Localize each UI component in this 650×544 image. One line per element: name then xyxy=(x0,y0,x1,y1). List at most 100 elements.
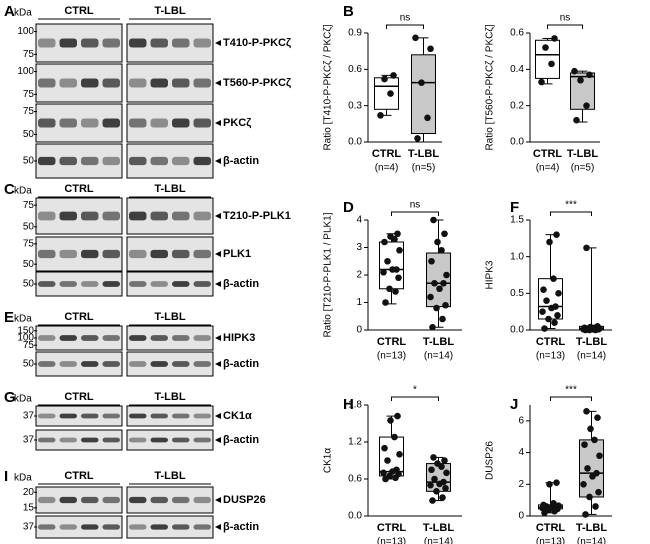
y-tick-label: 1 xyxy=(356,297,362,308)
data-point xyxy=(554,312,561,319)
sample-size: (n=4) xyxy=(375,163,399,174)
category-label: T-LBL xyxy=(576,522,607,534)
kda-marker: 75 xyxy=(23,200,35,211)
data-point xyxy=(414,135,421,142)
band xyxy=(81,496,99,504)
band xyxy=(172,437,190,443)
data-point xyxy=(551,319,558,326)
y-tick-label: 0.6 xyxy=(510,28,524,39)
kda-marker: 50 xyxy=(23,221,35,232)
kda-marker: 75 xyxy=(23,89,35,100)
band-label: DUSP26 xyxy=(223,494,266,506)
band-arrow xyxy=(215,413,221,419)
y-tick-label: 0.0 xyxy=(510,137,524,148)
data-point xyxy=(555,290,562,297)
band xyxy=(172,118,190,128)
data-point xyxy=(581,324,588,332)
y-tick-label: 1.0 xyxy=(510,251,524,262)
data-point xyxy=(384,257,391,265)
sample-size: (n=14) xyxy=(424,537,453,544)
band xyxy=(59,281,77,287)
band xyxy=(38,361,56,367)
band xyxy=(150,524,168,530)
band xyxy=(129,335,147,341)
kda-marker: 37 xyxy=(23,435,35,446)
data-point xyxy=(552,303,559,310)
band xyxy=(129,118,147,128)
y-tick-label: 0.5 xyxy=(510,288,524,299)
data-point xyxy=(577,76,584,84)
band xyxy=(81,78,99,88)
data-point xyxy=(428,257,435,265)
data-point xyxy=(550,275,557,282)
group-label: T-LBL xyxy=(154,391,185,403)
band xyxy=(193,38,211,48)
band-arrow xyxy=(215,524,221,530)
band xyxy=(172,38,190,48)
band xyxy=(150,78,168,88)
band xyxy=(172,361,190,367)
data-point xyxy=(382,299,389,306)
category-label: CTRL xyxy=(372,148,402,160)
data-point xyxy=(571,67,578,75)
band-arrow xyxy=(215,80,221,86)
band xyxy=(172,496,190,504)
data-point xyxy=(594,414,601,421)
significance-bracket xyxy=(547,24,583,29)
band xyxy=(193,211,211,221)
band xyxy=(129,413,147,419)
category-label: CTRL xyxy=(377,522,407,534)
band xyxy=(150,118,168,128)
significance-bracket xyxy=(386,24,424,29)
data-point xyxy=(548,60,555,68)
band xyxy=(129,524,147,530)
group-label: CTRL xyxy=(64,5,94,17)
data-point xyxy=(440,478,447,486)
band xyxy=(81,156,99,166)
band-arrow xyxy=(215,158,221,164)
y-tick-label: 3 xyxy=(356,242,362,253)
category-label: CTRL xyxy=(536,336,566,348)
data-point xyxy=(583,102,590,109)
data-point xyxy=(541,325,548,332)
category-label: CTRL xyxy=(377,336,407,348)
band-label: T210-P-PLK1 xyxy=(223,210,291,222)
band xyxy=(129,156,147,166)
band xyxy=(193,524,211,530)
data-point xyxy=(442,484,449,492)
data-point xyxy=(580,480,587,488)
band xyxy=(81,524,99,530)
band xyxy=(81,249,99,259)
band xyxy=(59,211,77,221)
band xyxy=(59,38,77,48)
band xyxy=(172,413,190,419)
band xyxy=(38,335,56,341)
sample-size: (n=4) xyxy=(536,163,560,174)
y-tick-label: 1.8 xyxy=(348,400,362,411)
kda-marker: 150 xyxy=(17,325,34,336)
sample-size: (n=5) xyxy=(571,163,595,174)
data-point xyxy=(587,425,594,433)
data-point xyxy=(396,451,403,458)
y-tick-label: 1.2 xyxy=(348,437,362,448)
band xyxy=(38,249,56,259)
data-point xyxy=(553,231,560,238)
band xyxy=(193,413,211,419)
sample-size: (n=13) xyxy=(536,351,565,362)
panel-letter: G xyxy=(4,389,16,406)
y-tick-label: 0.0 xyxy=(510,325,524,336)
y-tick-label: 0.9 xyxy=(348,28,362,39)
data-point xyxy=(377,112,384,119)
band xyxy=(102,524,120,530)
kda-marker: 15 xyxy=(23,502,35,513)
data-point xyxy=(427,481,434,489)
kda-marker: 37 xyxy=(23,411,35,422)
data-point xyxy=(551,35,558,42)
band xyxy=(150,413,168,419)
data-point xyxy=(443,469,450,477)
band xyxy=(38,118,56,128)
band-arrow xyxy=(215,213,221,219)
band-arrow xyxy=(215,497,221,503)
band xyxy=(38,437,56,443)
y-tick-label: 0.4 xyxy=(510,64,524,75)
